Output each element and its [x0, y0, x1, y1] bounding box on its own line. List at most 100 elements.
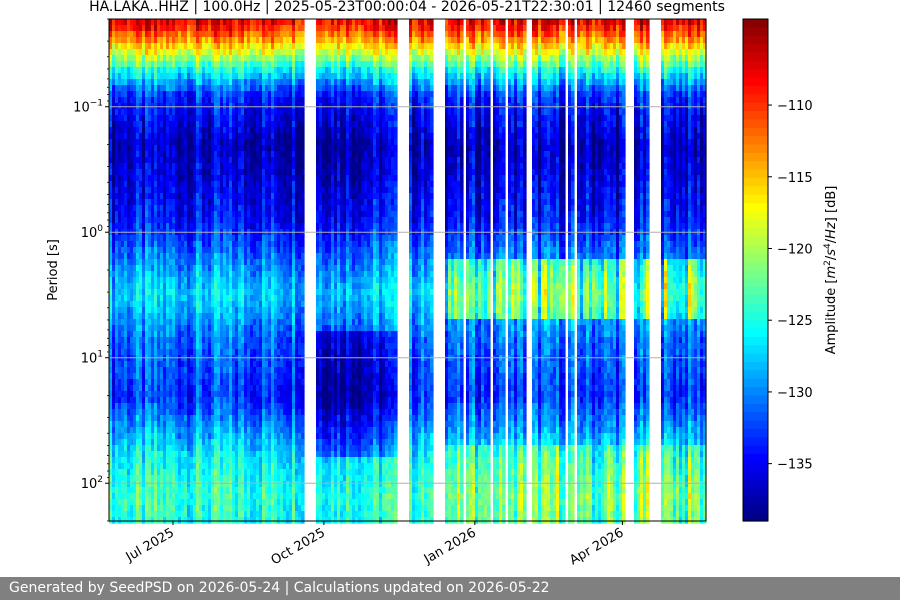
heatmap-cell	[172, 379, 176, 386]
heatmap-cell	[118, 151, 122, 158]
heatmap-cell	[163, 169, 167, 176]
heatmap-cell	[133, 139, 137, 146]
heatmap-cell	[136, 379, 140, 386]
heatmap-cell	[250, 109, 254, 116]
heatmap-cell	[184, 241, 188, 248]
heatmap-cell	[154, 31, 158, 38]
heatmap-cell	[217, 343, 221, 350]
heatmap-cell	[109, 421, 113, 428]
heatmap-cell	[220, 517, 224, 524]
heatmap-cell	[142, 301, 146, 308]
heatmap-cell	[223, 337, 227, 344]
heatmap-cell	[109, 151, 113, 158]
heatmap-cell	[181, 121, 185, 128]
heatmap-cell	[136, 97, 140, 104]
heatmap-cell	[154, 157, 158, 164]
heatmap-cell	[160, 367, 164, 374]
heatmap-cell	[160, 481, 164, 488]
heatmap-cell	[178, 397, 182, 404]
heatmap-cell	[121, 337, 125, 344]
heatmap-cell	[163, 331, 167, 338]
heatmap-cell	[244, 325, 248, 332]
heatmap-cell	[232, 355, 236, 362]
heatmap-cell	[145, 139, 149, 146]
heatmap-cell	[217, 37, 221, 44]
heatmap-cell	[229, 331, 233, 338]
heatmap-cell	[208, 511, 212, 518]
heatmap-cell	[115, 433, 119, 440]
heatmap-cell	[247, 265, 251, 272]
heatmap-cell	[235, 511, 239, 518]
heatmap-cell	[127, 457, 131, 464]
heatmap-cell	[247, 385, 251, 392]
heatmap-cell	[190, 451, 194, 458]
heatmap-cell	[157, 313, 161, 320]
heatmap-cell	[214, 505, 218, 512]
heatmap-cell	[169, 61, 173, 68]
heatmap-cell	[175, 355, 179, 362]
heatmap-cell	[208, 421, 212, 428]
heatmap-cell	[109, 289, 113, 296]
heatmap-cell	[199, 73, 203, 80]
heatmap-cell	[208, 409, 212, 416]
heatmap-cell	[163, 253, 167, 260]
heatmap-cell	[175, 427, 179, 434]
heatmap-cell	[169, 433, 173, 440]
heatmap-cell	[241, 511, 245, 518]
heatmap-cell	[196, 235, 200, 242]
heatmap-cell	[142, 139, 146, 146]
heatmap-cell	[223, 175, 227, 182]
heatmap-cell	[115, 295, 119, 302]
heatmap-cell	[232, 391, 236, 398]
heatmap-cell	[160, 319, 164, 326]
heatmap-cell	[169, 445, 173, 452]
heatmap-cell	[241, 289, 245, 296]
heatmap-cell	[244, 505, 248, 512]
heatmap-cell	[121, 283, 125, 290]
heatmap-cell	[145, 403, 149, 410]
heatmap-cell	[232, 61, 236, 68]
heatmap-cell	[208, 19, 212, 26]
heatmap-cell	[142, 481, 146, 488]
heatmap-cell	[229, 379, 233, 386]
heatmap-cell	[154, 445, 158, 452]
heatmap-cell	[127, 277, 131, 284]
heatmap-cell	[133, 463, 137, 470]
heatmap-cell	[124, 37, 128, 44]
heatmap-cell	[157, 475, 161, 482]
heatmap-cell	[235, 463, 239, 470]
heatmap-cell	[238, 469, 242, 476]
heatmap-cell	[226, 343, 230, 350]
heatmap-cell	[118, 193, 122, 200]
heatmap-cell	[235, 211, 239, 218]
heatmap-cell	[154, 91, 158, 98]
heatmap-cell	[244, 517, 248, 524]
heatmap-cell	[166, 433, 170, 440]
heatmap-cell	[157, 31, 161, 38]
heatmap-cell	[124, 403, 128, 410]
heatmap-cell	[226, 85, 230, 92]
heatmap-cell	[172, 409, 176, 416]
heatmap-cell	[133, 19, 137, 26]
heatmap-cell	[244, 49, 248, 56]
heatmap-cell	[247, 433, 251, 440]
heatmap-cell	[127, 79, 131, 86]
heatmap-cell	[154, 337, 158, 344]
heatmap-cell	[187, 409, 191, 416]
heatmap-cell	[238, 427, 242, 434]
heatmap-cell	[112, 43, 116, 50]
heatmap-cell	[133, 241, 137, 248]
heatmap-cell	[244, 457, 248, 464]
heatmap-cell	[115, 199, 119, 206]
heatmap-cell	[190, 241, 194, 248]
heatmap-cell	[151, 331, 155, 338]
heatmap-cell	[115, 193, 119, 200]
heatmap-cell	[163, 469, 167, 476]
heatmap-cell	[112, 139, 116, 146]
heatmap-cell	[229, 61, 233, 68]
heatmap-cell	[229, 301, 233, 308]
heatmap-cell	[208, 259, 212, 266]
heatmap-cell	[220, 277, 224, 284]
heatmap-cell	[250, 265, 254, 272]
heatmap-cell	[238, 481, 242, 488]
